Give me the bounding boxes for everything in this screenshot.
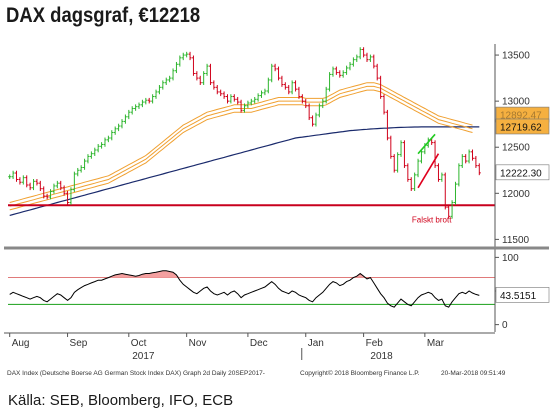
x-tick-label: Feb bbox=[366, 338, 384, 349]
trendline-upper bbox=[417, 133, 436, 155]
rsi-y-tick-label: 100 bbox=[502, 253, 519, 264]
x-tick-label: Nov bbox=[189, 338, 207, 349]
x-tick-label: Dec bbox=[250, 338, 268, 349]
ma-value-label: 12719.62 bbox=[500, 122, 542, 133]
rsi-last-value-box bbox=[495, 287, 550, 303]
y-tick-label: 13000 bbox=[502, 97, 530, 108]
x-tick-label: Oct bbox=[131, 338, 147, 349]
rsi-overbought-fill bbox=[9, 270, 480, 278]
chart-title: DAX dagsgraf, €12218 bbox=[6, 4, 201, 27]
y-tick-label: 12500 bbox=[502, 143, 530, 154]
ma-value-hidden-label: 12892.47 bbox=[500, 111, 542, 122]
rsi-y-tick-label: 0 bbox=[502, 320, 508, 331]
rsi-last-value-label: 43.5151 bbox=[500, 291, 537, 302]
annotation-false-break: Falskt brott bbox=[412, 215, 452, 224]
ma-value-box bbox=[495, 118, 550, 135]
year-label-2017: 2017 bbox=[132, 351, 155, 362]
footer-left: DAX Index (Deutsche Boerse AG German Sto… bbox=[7, 370, 265, 377]
year-label-2018: 2018 bbox=[370, 351, 393, 362]
price-panel: Falskt brott bbox=[8, 47, 495, 224]
source-caption: Källa: SEB, Bloomberg, IFO, ECB bbox=[8, 392, 234, 409]
rsi-panel bbox=[8, 270, 495, 308]
last-price-box bbox=[495, 164, 550, 181]
x-tick-label: Sep bbox=[70, 338, 88, 349]
ma-long-line bbox=[9, 126, 480, 216]
footer-right: 20-Mar-2018 09:51:49 bbox=[441, 370, 506, 377]
y-tick-label: 11500 bbox=[502, 235, 530, 246]
x-tick-label: Mar bbox=[427, 338, 445, 349]
x-tick-label: Aug bbox=[12, 338, 30, 349]
y-tick-label: 12000 bbox=[502, 189, 530, 200]
trendline-lower bbox=[417, 153, 440, 189]
y-tick-label: 13500 bbox=[502, 51, 530, 62]
last-price-label: 12222.30 bbox=[500, 168, 542, 179]
footer-middle: Copyright© 2018 Bloomberg Finance L.P. bbox=[300, 369, 420, 377]
axes: 1150012000125001300013500050100AugSepOct… bbox=[4, 44, 550, 362]
rsi-line bbox=[9, 270, 480, 308]
x-tick-label: Jan bbox=[308, 338, 324, 349]
